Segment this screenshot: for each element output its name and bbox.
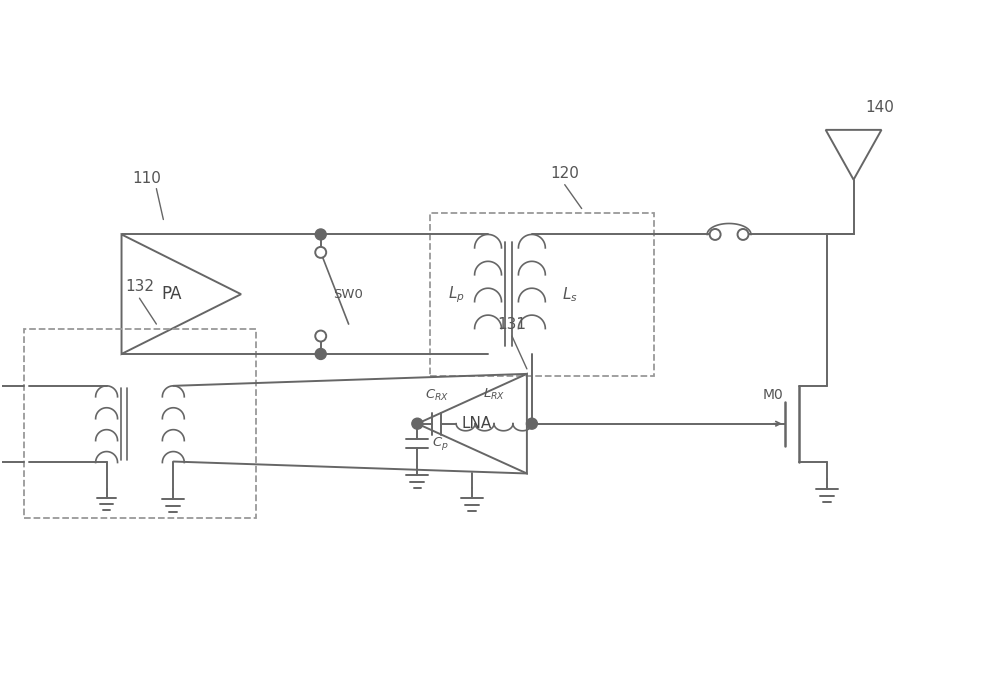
Text: $L_p$: $L_p$ [448,284,465,305]
Text: $C_p$: $C_p$ [432,435,449,451]
Text: PA: PA [161,285,182,303]
Text: 131: 131 [497,317,526,332]
Text: M0: M0 [763,388,784,402]
Circle shape [710,229,721,240]
Text: 110: 110 [132,171,161,185]
Text: $L_{RX}$: $L_{RX}$ [483,387,505,402]
Text: 140: 140 [866,100,894,115]
Circle shape [412,418,423,429]
Text: 132: 132 [125,279,154,294]
Text: $C_{RX}$: $C_{RX}$ [425,388,449,403]
Text: $L_s$: $L_s$ [562,285,578,304]
Circle shape [315,247,326,258]
Text: LNA: LNA [462,416,492,431]
Circle shape [526,418,537,429]
Circle shape [315,229,326,240]
Circle shape [315,349,326,360]
Text: SW0: SW0 [333,288,363,300]
Circle shape [738,229,748,240]
Text: 120: 120 [550,165,579,181]
Circle shape [315,331,326,342]
